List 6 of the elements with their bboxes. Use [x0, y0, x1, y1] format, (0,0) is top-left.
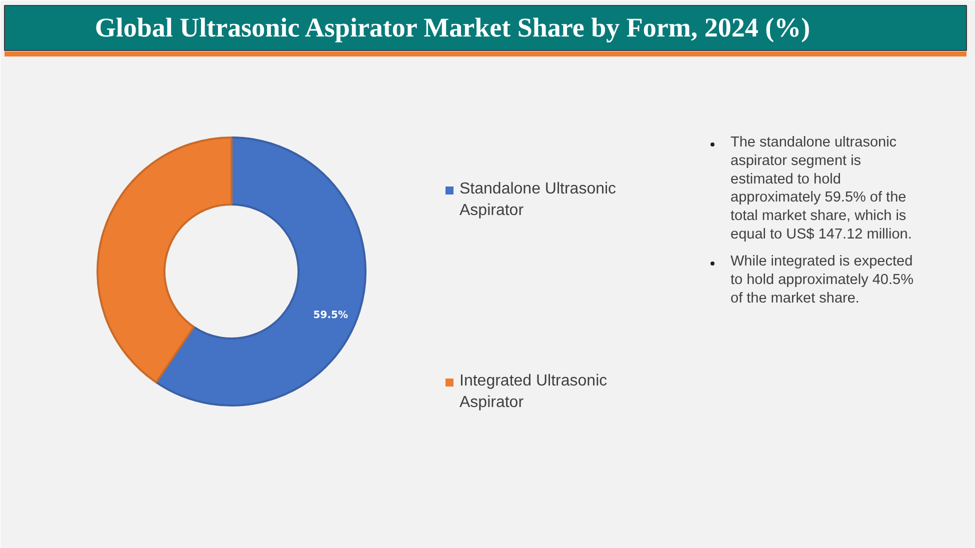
data-label: 59.5% — [313, 310, 348, 322]
text: The standalone ultrasonic aspirator segment is estimated to hold approximately 59.5% of the total market share, which is equal to US$ 147.12 million. — [730, 134, 912, 242]
legend-label: Standalone Ultrasonic Aspirator — [460, 180, 616, 219]
legend-label: Integrated Ultrasonic Aspirator — [460, 372, 608, 411]
chart-title: Global Ultrasonic Aspirator Market Share by Form, 2024 (%) — [94, 12, 810, 42]
text: While integrated is expected to hold approximately 40.5% of the market share. — [730, 253, 914, 306]
